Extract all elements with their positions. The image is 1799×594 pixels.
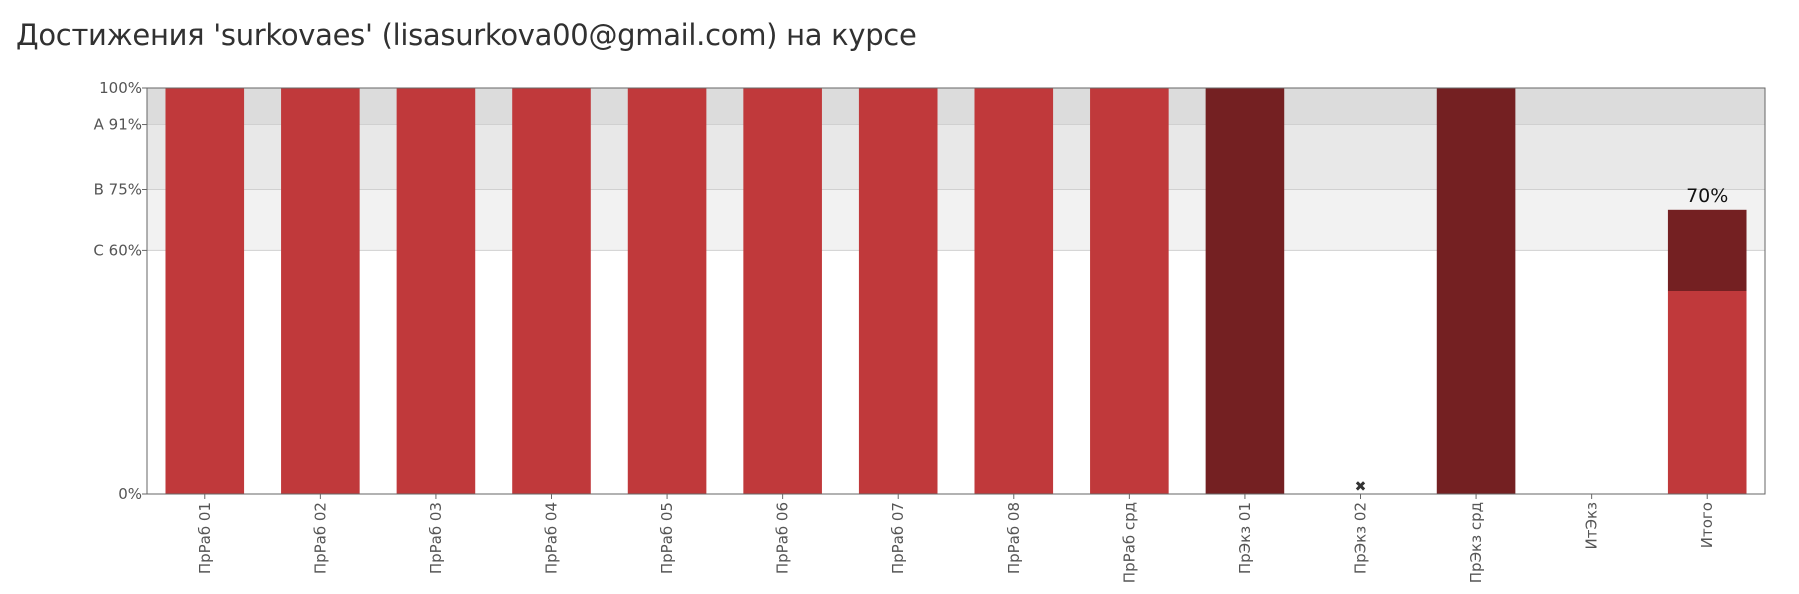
- xtick-label-1: ПрРаб 02: [311, 502, 329, 574]
- grade-band-2: [147, 88, 1765, 125]
- bar-13-series-0: [1667, 291, 1747, 494]
- page-title: Достижения 'surkovaes' (lisasurkova00@gm…: [16, 18, 917, 52]
- grade-band-1: [147, 124, 1765, 190]
- bar-6-series-0: [858, 88, 938, 494]
- xtick-label-11: ПрЭкз срд: [1467, 502, 1485, 583]
- ytick-label-4: 100%: [99, 79, 142, 97]
- plot-frame: [146, 87, 1766, 495]
- missing-marker: ✖: [1355, 479, 1367, 495]
- data-label-0: 70%: [1686, 185, 1728, 207]
- xtick-label-0: ПрРаб 01: [196, 502, 214, 574]
- xtick-label-10: ПрЭкз 02: [1352, 502, 1370, 574]
- bar-11-series-1: [1436, 88, 1516, 494]
- xtick-label-12: ИтЭкз: [1583, 502, 1601, 549]
- ytick-label-2: B 75%: [94, 181, 142, 199]
- xtick-label-6: ПрРаб 07: [889, 502, 907, 574]
- bar-4-series-0: [627, 88, 707, 494]
- xtick-label-8: ПрРаб срд: [1120, 502, 1138, 583]
- ytick-label-0: 0%: [118, 485, 142, 503]
- bar-5-series-0: [743, 88, 822, 494]
- bar-2-series-0: [396, 88, 476, 494]
- ytick-label-3: A 91%: [94, 116, 142, 134]
- bar-1-series-0: [281, 88, 360, 494]
- bar-9-series-1: [1205, 88, 1285, 494]
- ytick-label-1: C 60%: [93, 241, 142, 259]
- xtick-label-7: ПрРаб 08: [1005, 502, 1023, 574]
- bar-7-series-0: [974, 88, 1054, 494]
- bar-0-series-0: [165, 88, 245, 494]
- xtick-label-13: Итого: [1698, 502, 1716, 548]
- grade-band-0: [147, 189, 1765, 251]
- xtick-label-2: ПрРаб 03: [427, 502, 445, 574]
- bar-3-series-0: [512, 88, 591, 494]
- bar-13-series-1: [1667, 209, 1747, 291]
- xtick-label-3: ПрРаб 04: [543, 502, 561, 574]
- xtick-label-9: ПрЭкз 01: [1236, 502, 1254, 574]
- bar-8-series-0: [1090, 88, 1169, 494]
- xtick-label-5: ПрРаб 06: [774, 502, 792, 574]
- xtick-label-4: ПрРаб 05: [658, 502, 676, 574]
